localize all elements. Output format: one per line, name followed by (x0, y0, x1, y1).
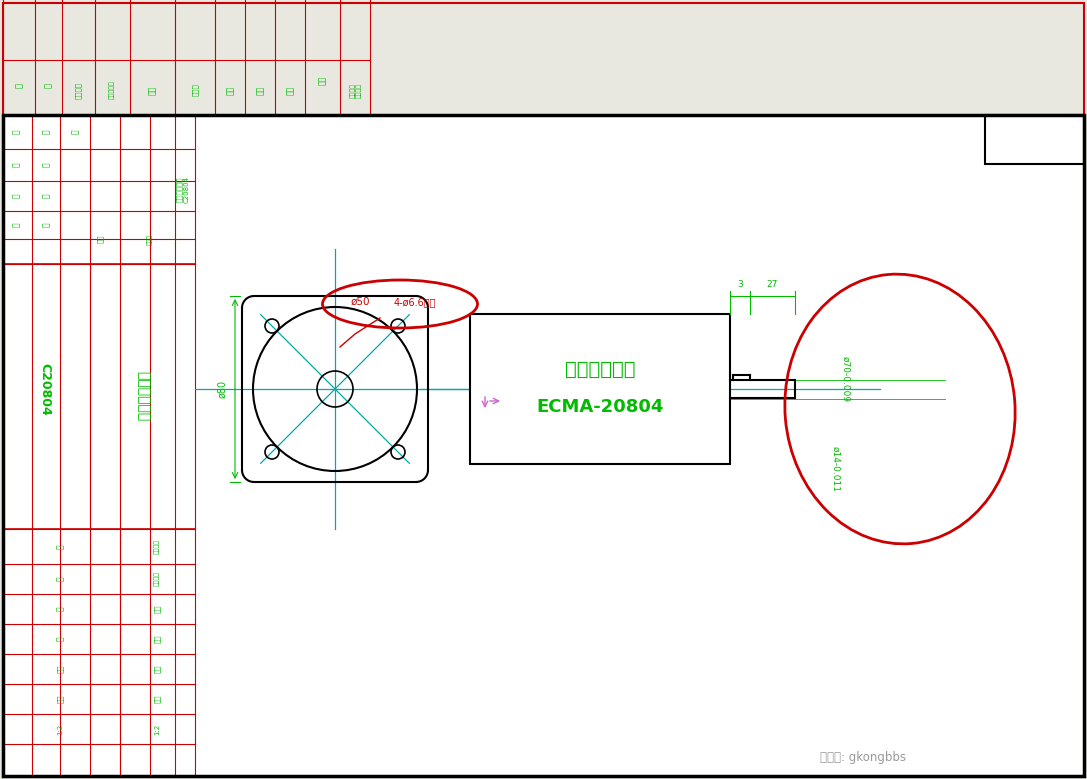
Bar (3, 115, 1084, 776)
Text: 共: 共 (55, 545, 64, 549)
Text: 重量: 重量 (153, 605, 160, 613)
Text: ø50: ø50 (350, 297, 370, 307)
Text: 张: 张 (55, 576, 64, 581)
Text: 第一版: 第一版 (191, 83, 198, 97)
Text: 准: 准 (41, 223, 50, 227)
Text: ø14-0.011: ø14-0.011 (830, 446, 839, 492)
Text: 日: 日 (14, 83, 24, 87)
Text: 台达伺服电机: 台达伺服电机 (136, 371, 150, 421)
Text: 重量: 重量 (317, 76, 326, 85)
Text: 1:2: 1:2 (154, 724, 160, 735)
Text: 化: 化 (71, 129, 79, 134)
Text: ECMA-20804: ECMA-20804 (536, 398, 664, 416)
Text: 第: 第 (55, 607, 64, 612)
Text: 微信号: gkongbbs: 微信号: gkongbbs (820, 750, 905, 763)
Text: 批准: 批准 (286, 86, 295, 94)
Text: 签名: 签名 (97, 234, 103, 243)
Text: 批: 批 (12, 223, 21, 227)
Bar (985, 115, 1084, 164)
Text: 审认: 审认 (255, 86, 264, 94)
Text: 准: 准 (41, 129, 50, 134)
Text: 图样代号: 图样代号 (154, 540, 160, 555)
Text: 审: 审 (12, 163, 21, 167)
Text: 台达伺服电机
C20804: 台达伺服电机 C20804 (176, 175, 190, 203)
Text: 比例: 比例 (57, 664, 63, 673)
Text: 标: 标 (12, 129, 21, 134)
Text: 核: 核 (41, 194, 50, 199)
Text: （重量）
图纸尺寸: （重量） 图纸尺寸 (350, 83, 362, 97)
Text: 共享文件: 共享文件 (154, 572, 160, 587)
Text: 台达伺服电机: 台达伺服电机 (565, 359, 635, 379)
Text: 3: 3 (737, 280, 742, 289)
Text: C20804: C20804 (38, 363, 51, 415)
Text: ø70-0.009: ø70-0.009 (840, 356, 850, 402)
Text: 张: 张 (55, 636, 64, 641)
Bar (3, 115, 1084, 776)
Text: 年月日: 年月日 (147, 234, 153, 245)
Text: ø80: ø80 (217, 380, 227, 398)
Text: 审: 审 (12, 194, 21, 199)
Text: 制图: 制图 (57, 695, 63, 703)
Text: 栏: 栏 (43, 83, 52, 87)
Text: 材料: 材料 (153, 635, 160, 643)
Text: 项目管理号: 项目管理号 (109, 80, 115, 100)
Text: 图纸代号: 图纸代号 (75, 82, 82, 98)
Text: 4-ø6.6均布: 4-ø6.6均布 (393, 297, 436, 307)
Text: 版次: 版次 (225, 86, 235, 94)
Text: 制图: 制图 (153, 695, 160, 703)
Text: 1:2: 1:2 (57, 724, 63, 735)
Text: 定: 定 (41, 163, 50, 167)
Text: 审核: 审核 (153, 664, 160, 673)
Bar (470, 314, 730, 464)
Text: 27: 27 (766, 280, 778, 289)
Text: 版次: 版次 (148, 86, 157, 94)
